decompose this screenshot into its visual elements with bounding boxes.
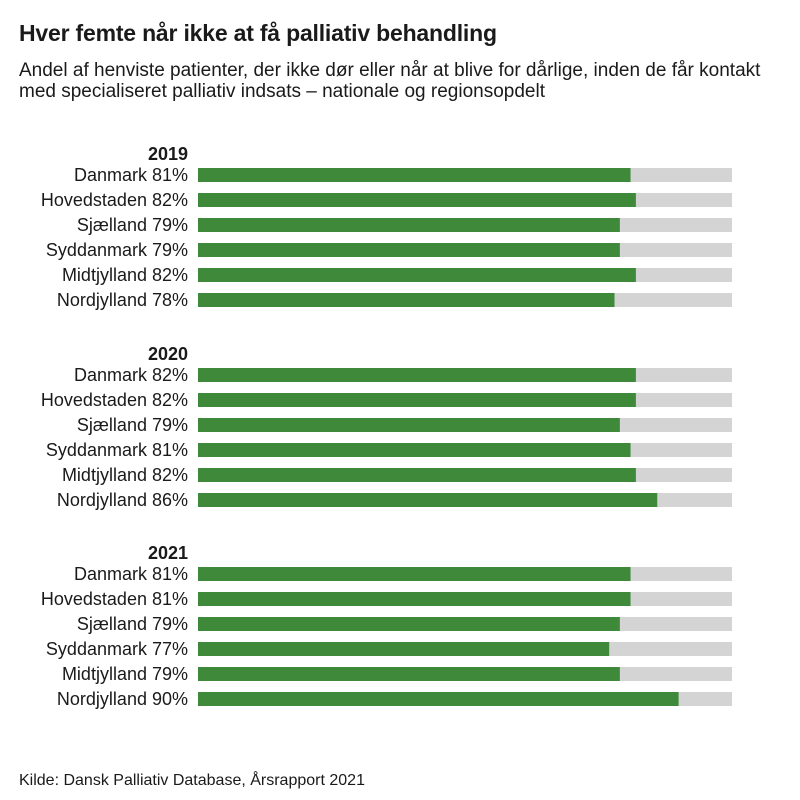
category-label: Syddanmark 79% [46, 240, 188, 260]
category-label: Sjælland 79% [77, 215, 188, 235]
category-label: Sjælland 79% [77, 614, 188, 634]
bar-value [198, 218, 620, 232]
bar-value [198, 418, 620, 432]
group-year-label: 2019 [148, 144, 188, 164]
bar-value [198, 293, 615, 307]
bar-value [198, 193, 636, 207]
category-label: Nordjylland 78% [57, 290, 188, 310]
category-label: Hovedstaden 82% [41, 190, 188, 210]
category-label: Sjælland 79% [77, 415, 188, 435]
chart-title: Hver femte når ikke at få palliativ beha… [19, 20, 497, 46]
bar-value [198, 368, 636, 382]
bar-value [198, 468, 636, 482]
bar-value [198, 493, 658, 507]
category-label: Danmark 81% [74, 564, 188, 584]
bar-value [198, 393, 636, 407]
category-label: Midtjylland 82% [62, 465, 188, 485]
category-label: Syddanmark 77% [46, 639, 188, 659]
bar-value [198, 168, 631, 182]
bar-value [198, 567, 631, 581]
category-label: Midtjylland 82% [62, 265, 188, 285]
chart-subtitle: Andel af henviste patienter, der ikke dø… [19, 60, 761, 102]
bar-value [198, 268, 636, 282]
bar-value [198, 642, 610, 656]
category-label: Danmark 81% [74, 165, 188, 185]
category-label: Hovedstaden 82% [41, 390, 188, 410]
bar-value [198, 592, 631, 606]
bar-value [198, 617, 620, 631]
category-label: Nordjylland 90% [57, 689, 188, 709]
category-label: Danmark 82% [74, 365, 188, 385]
category-label: Midtjylland 79% [62, 664, 188, 684]
group-year-label: 2021 [148, 543, 188, 563]
group-year-label: 2020 [148, 344, 188, 364]
category-label: Hovedstaden 81% [41, 589, 188, 609]
bar-value [198, 443, 631, 457]
bar-value [198, 243, 620, 257]
bar-value [198, 667, 620, 681]
category-label: Syddanmark 81% [46, 440, 188, 460]
category-label: Nordjylland 86% [57, 490, 188, 510]
bar-value [198, 692, 679, 706]
source-note: Kilde: Dansk Palliativ Database, Årsrapp… [19, 772, 365, 789]
